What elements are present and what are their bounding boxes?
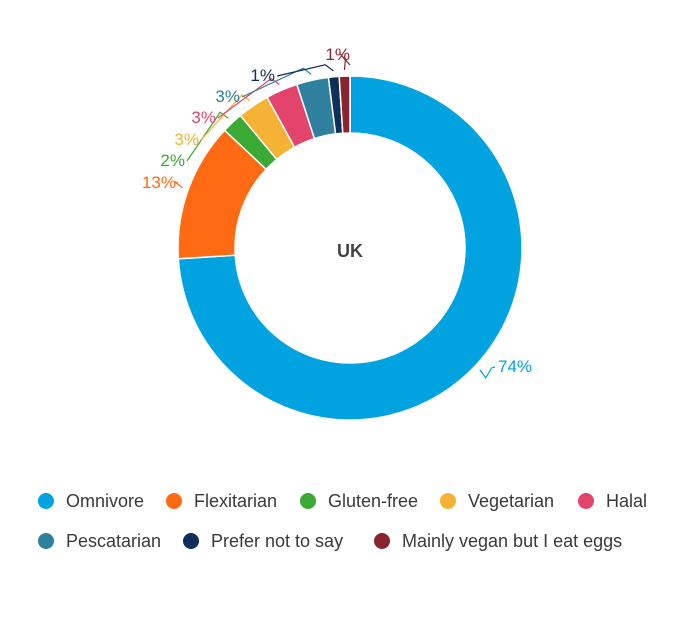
data-label-prefer-not-to-say: 1%: [250, 66, 275, 85]
data-label-pescatarian: 3%: [215, 87, 240, 106]
legend-label-flexitarian: Flexitarian: [194, 491, 277, 511]
leader-line-halal: [217, 77, 280, 119]
leader-line-pescatarian: [241, 67, 312, 98]
legend-marker-pescatarian: [38, 533, 54, 549]
legend-item-vegetarian: Vegetarian: [440, 491, 554, 511]
legend-label-prefer-not-to-say: Prefer not to say: [211, 531, 343, 551]
legend-item-prefer-not-to-say: Prefer not to say: [183, 531, 343, 551]
legend-item-flexitarian: Flexitarian: [166, 491, 277, 511]
data-labels-group: 74% 13% 2% 3% 3% 3% 1% 1%: [142, 45, 532, 376]
legend-item-pescatarian: Pescatarian: [38, 531, 161, 551]
legend: Omnivore Flexitarian Gluten-free Vegetarian…: [38, 491, 647, 551]
data-label-vegetarian: 3%: [174, 130, 199, 149]
leader-lines-group: [174, 53, 496, 379]
leader-line-vegetarian: [200, 93, 251, 141]
legend-label-pescatarian: Pescatarian: [66, 531, 161, 551]
legend-marker-prefer-not-to-say: [183, 533, 199, 549]
slice-mainly-vegan-but-i-eat-eggs: [338, 75, 351, 135]
legend-label-vegetarian: Vegetarian: [468, 491, 554, 511]
legend-item-gluten-free: Gluten-free: [300, 491, 418, 511]
center-label: UK: [337, 241, 363, 261]
legend-item-mainly-vegan-but-i-eat-eggs: Mainly vegan but I eat eggs: [374, 531, 622, 551]
legend-item-omnivore: Omnivore: [38, 491, 144, 511]
legend-label-gluten-free: Gluten-free: [328, 491, 418, 511]
legend-label-halal: Halal: [606, 491, 647, 511]
legend-marker-vegetarian: [440, 493, 456, 509]
legend-marker-omnivore: [38, 493, 54, 509]
data-label-flexitarian: 13%: [142, 173, 176, 192]
leader-line-prefer-not-to-say: [276, 64, 334, 77]
legend-marker-flexitarian: [166, 493, 182, 509]
legend-label-mainly-vegan-but-i-eat-eggs: Mainly vegan but I eat eggs: [402, 531, 622, 551]
leader-line-omnivore: [479, 366, 496, 379]
slice-omnivore: [177, 75, 523, 421]
leader-line-gluten-free: [186, 111, 229, 162]
legend-marker-mainly-vegan-but-i-eat-eggs: [374, 533, 390, 549]
data-label-mainly-vegan-but-i-eat-eggs: 1%: [325, 45, 350, 64]
leader-line-mainly-vegan-but-i-eat-eggs: [339, 53, 351, 71]
leader-line-flexitarian: [174, 181, 183, 189]
data-label-gluten-free: 2%: [160, 151, 185, 170]
data-label-omnivore: 74%: [498, 357, 532, 376]
legend-label-omnivore: Omnivore: [66, 491, 144, 511]
slices-group: [177, 75, 523, 421]
legend-item-halal: Halal: [578, 491, 647, 511]
data-label-halal: 3%: [191, 108, 216, 127]
legend-marker-halal: [578, 493, 594, 509]
legend-marker-gluten-free: [300, 493, 316, 509]
